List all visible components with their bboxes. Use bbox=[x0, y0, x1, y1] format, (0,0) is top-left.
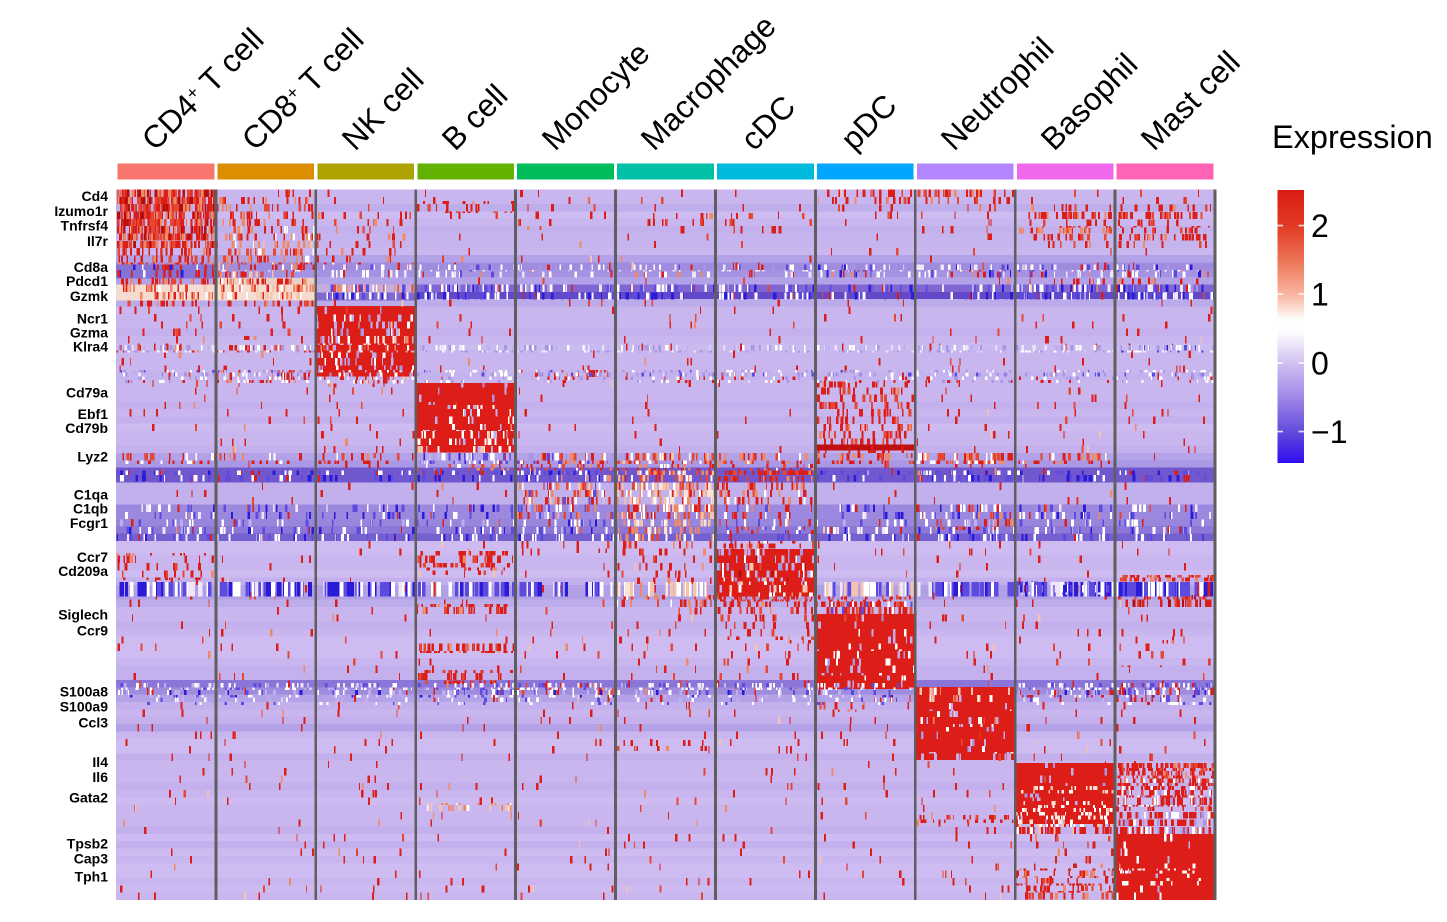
svg-text:Izumo1r: Izumo1r bbox=[54, 203, 108, 219]
svg-text:S100a9: S100a9 bbox=[60, 699, 108, 715]
svg-text:Pdcd1: Pdcd1 bbox=[66, 273, 108, 289]
svg-text:2: 2 bbox=[1311, 208, 1329, 244]
svg-text:Il6: Il6 bbox=[92, 769, 108, 785]
svg-text:C1qb: C1qb bbox=[73, 501, 108, 517]
svg-text:−1: −1 bbox=[1311, 414, 1347, 450]
svg-text:Cd79b: Cd79b bbox=[65, 420, 108, 436]
svg-text:Il7r: Il7r bbox=[87, 233, 109, 249]
svg-text:Lyz2: Lyz2 bbox=[77, 449, 108, 465]
svg-text:Gzma: Gzma bbox=[70, 325, 108, 341]
svg-text:Expression: Expression bbox=[1272, 119, 1433, 155]
svg-text:Ccr9: Ccr9 bbox=[77, 623, 108, 639]
svg-text:Ebf1: Ebf1 bbox=[78, 406, 109, 422]
svg-text:Cd79a: Cd79a bbox=[66, 385, 108, 401]
svg-text:Cd8a: Cd8a bbox=[74, 259, 108, 275]
svg-text:Tph1: Tph1 bbox=[75, 869, 109, 885]
svg-text:Fcgr1: Fcgr1 bbox=[70, 515, 108, 531]
svg-text:Cd209a: Cd209a bbox=[58, 563, 108, 579]
svg-text:Cd4: Cd4 bbox=[82, 188, 109, 204]
svg-text:Il4: Il4 bbox=[92, 754, 108, 770]
svg-text:Klra4: Klra4 bbox=[73, 339, 108, 355]
svg-text:1: 1 bbox=[1311, 277, 1329, 313]
svg-text:Siglech: Siglech bbox=[58, 607, 108, 623]
svg-text:S100a8: S100a8 bbox=[60, 684, 108, 700]
svg-text:Ncr1: Ncr1 bbox=[77, 311, 108, 327]
svg-text:Ccl3: Ccl3 bbox=[78, 715, 108, 731]
svg-text:C1qa: C1qa bbox=[74, 487, 108, 503]
svg-text:Tnfrsf4: Tnfrsf4 bbox=[61, 218, 109, 234]
svg-text:Gata2: Gata2 bbox=[69, 790, 108, 806]
svg-text:0: 0 bbox=[1311, 346, 1329, 382]
svg-text:Gzmk: Gzmk bbox=[70, 288, 108, 304]
svg-text:Cap3: Cap3 bbox=[74, 851, 108, 867]
svg-text:Ccr7: Ccr7 bbox=[77, 549, 108, 565]
svg-text:Tpsb2: Tpsb2 bbox=[67, 836, 108, 852]
